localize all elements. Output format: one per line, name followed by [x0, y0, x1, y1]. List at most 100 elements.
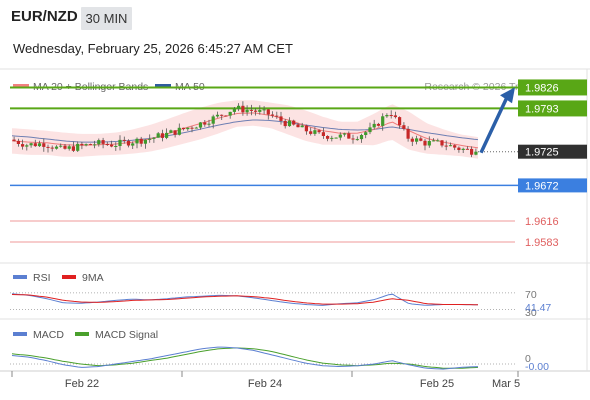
candle-body [160, 133, 164, 138]
candle-body [126, 140, 131, 146]
pivot-label: 1.9672 [525, 180, 559, 192]
candle-body [423, 140, 427, 146]
candle-body [338, 134, 342, 138]
candle-body [156, 133, 160, 138]
macd-legend-swatch [13, 332, 27, 336]
candle-body [465, 148, 469, 150]
candle-body [364, 132, 368, 135]
candle-body [368, 127, 372, 133]
rsi-line [11, 293, 478, 306]
candle-body [122, 139, 126, 141]
candle-body [173, 130, 177, 135]
resistance-label-box-2 [518, 100, 587, 117]
candle-body [304, 125, 308, 132]
candle-body [258, 110, 262, 112]
candle-body [321, 132, 325, 136]
ma50-legend-swatch [155, 84, 171, 88]
candle-body [398, 117, 402, 126]
candle-body [415, 138, 419, 142]
candle-body [177, 127, 181, 135]
x-tick-feb25: Feb 25 [420, 378, 454, 390]
forecast-arrow-line [479, 96, 509, 154]
candle-body [143, 139, 147, 144]
candle-body [385, 115, 389, 117]
candle-body [296, 124, 300, 128]
support-label-5: 1.9583 [525, 237, 559, 249]
ma50-line [11, 119, 479, 143]
candle-body [457, 147, 461, 150]
candle-body [207, 123, 211, 125]
candle-body [131, 143, 135, 146]
candle-body [29, 143, 33, 146]
candle-body [343, 133, 347, 135]
candle-body [169, 130, 173, 133]
candle-body [25, 145, 29, 147]
x-tick-feb22: Feb 22 [65, 378, 99, 390]
macd-legend-label: MACD [33, 329, 64, 341]
candle-body [444, 145, 448, 147]
current-price-label: 1.9725 [525, 147, 559, 159]
support-label-4: 1.9616 [525, 216, 559, 228]
candle-body [59, 145, 63, 147]
rsi-legend-label: RSI [33, 272, 51, 284]
candle-body [182, 127, 186, 130]
candle-body [470, 148, 474, 155]
candle-body [245, 109, 249, 113]
candle-body [275, 115, 279, 117]
x-tick-feb24: Feb 24 [248, 378, 282, 390]
candle-body [372, 123, 376, 128]
candle-body [42, 143, 46, 147]
candle-body [406, 128, 410, 139]
candle-body [101, 140, 105, 144]
timeframe-badge[interactable]: 30 MIN [81, 7, 132, 30]
candle-body [97, 140, 101, 145]
candle-body [194, 127, 198, 129]
candle-body [448, 145, 453, 147]
macd-signal-legend-label: MACD Signal [95, 329, 158, 341]
candle-body [287, 120, 292, 127]
candle-body [334, 137, 338, 139]
candle-body [300, 125, 304, 128]
macd-signal-legend-swatch [75, 332, 89, 336]
candle-body [21, 144, 25, 147]
candle-body [88, 144, 92, 146]
ma20-legend-swatch [13, 84, 29, 88]
candle-body [355, 139, 359, 141]
rsi-level-70: 70 [525, 289, 537, 301]
candle-body [215, 114, 220, 117]
chart-datetime: Wednesday, February 25, 2026 6:45:27 AM … [13, 41, 293, 56]
candle-body [220, 114, 224, 116]
candle-body [224, 115, 228, 117]
candle-body [37, 143, 42, 147]
candle-body [139, 138, 143, 144]
candle-body [93, 144, 97, 146]
candle-body [436, 140, 440, 142]
symbol-title: EUR/NZD [11, 8, 78, 25]
rsi-level-30: 30 [525, 307, 537, 319]
resistance-label-1: 1.9826 [525, 82, 559, 94]
candle-body [190, 127, 194, 129]
x-tick-mar5: Mar 5 [492, 378, 520, 390]
macd-value-label: -0.00 [525, 361, 549, 373]
candle-body [186, 127, 190, 130]
candle-body [376, 123, 380, 126]
candle-body [46, 146, 50, 148]
candle-body [389, 115, 393, 116]
rsi-value-label: 41.47 [525, 302, 551, 314]
candle-body [71, 146, 75, 151]
candle-body [427, 141, 431, 146]
candle-body [228, 111, 232, 116]
candle-body [135, 138, 139, 144]
candle-body [461, 148, 465, 150]
candle-body [237, 105, 241, 109]
candle-body [211, 116, 215, 124]
rsi-legend-swatch [13, 275, 27, 279]
candle-body [262, 109, 266, 111]
candle-body [359, 135, 364, 140]
forecast-arrow-head [500, 87, 515, 104]
candle-body [249, 109, 253, 111]
resistance-label-box-1 [518, 79, 587, 96]
candle-body [80, 143, 84, 146]
candle-body [203, 122, 207, 125]
